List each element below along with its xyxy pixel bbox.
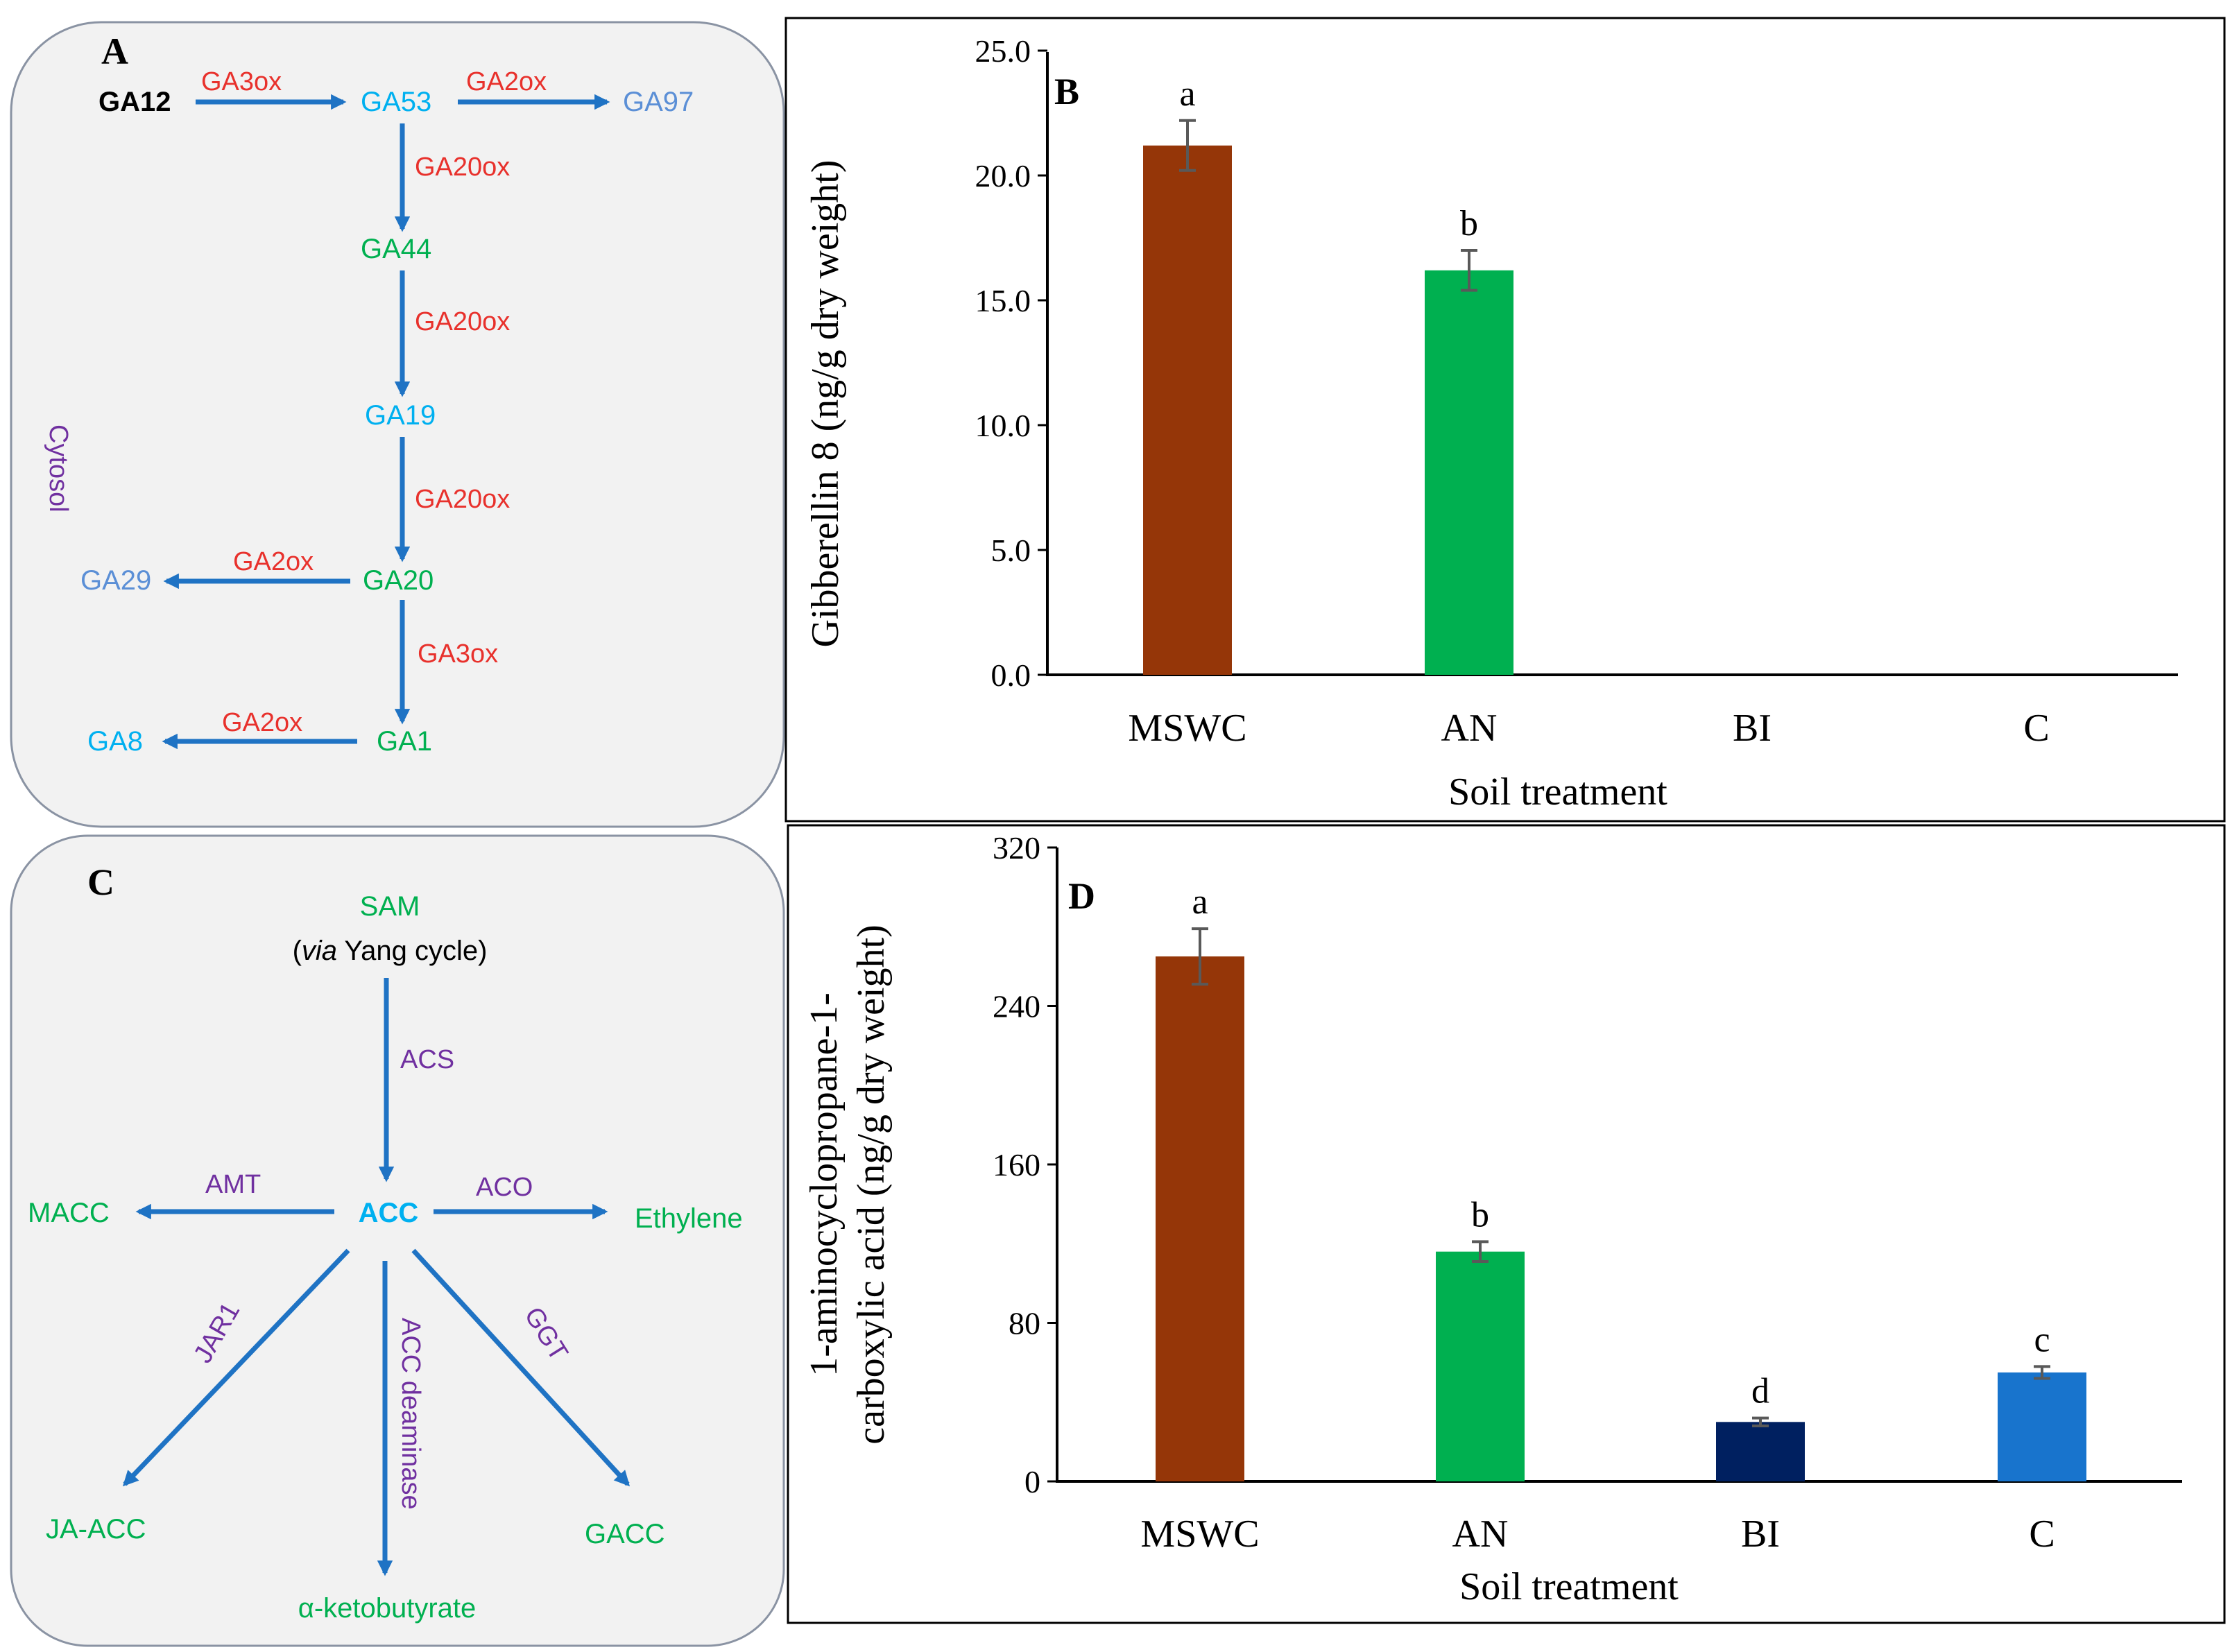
node-macc: MACC bbox=[28, 1198, 110, 1228]
node-ketobutyrate: α-ketobutyrate bbox=[298, 1593, 477, 1624]
bar-mswc bbox=[1143, 145, 1232, 676]
panel-d-letter: D bbox=[1068, 875, 1095, 917]
bar-an bbox=[1425, 270, 1513, 675]
enzyme-acs: ACS bbox=[400, 1045, 454, 1074]
y-tick-label: 0.0 bbox=[991, 657, 1031, 693]
significance-label-bi: d bbox=[1751, 1372, 1769, 1411]
node-sam: SAM bbox=[360, 891, 420, 922]
panel-b-ylabel: Gibberellin 8 (ng/g dry weight) bbox=[804, 160, 847, 648]
y-tick-label: 80 bbox=[1009, 1306, 1040, 1341]
y-tick-label: 160 bbox=[993, 1147, 1040, 1182]
bar-bi bbox=[1716, 1422, 1805, 1481]
enzyme-acc-deaminase: ACC deaminase bbox=[396, 1318, 425, 1510]
panel-a-letter: A bbox=[101, 31, 128, 72]
panel-c-letter: C bbox=[87, 861, 114, 903]
node-ethylene: Ethylene bbox=[635, 1203, 743, 1234]
enzyme-ga20ox-2: GA20ox bbox=[415, 307, 510, 336]
panel-d-frame bbox=[787, 824, 2226, 1624]
sam-note-italic: via bbox=[302, 936, 337, 966]
x-category-label-bi: BI bbox=[1741, 1513, 1780, 1556]
y-tick-label: 240 bbox=[993, 989, 1040, 1024]
panel-c: C SAM (via Yang cycle) ACC MACC Ethylene… bbox=[10, 834, 785, 1647]
y-tick-label: 10.0 bbox=[975, 408, 1031, 443]
significance-label-an: b bbox=[1471, 1195, 1489, 1234]
bar-mswc bbox=[1156, 956, 1244, 1481]
x-category-label-an: AN bbox=[1452, 1513, 1509, 1556]
enzyme-ga2ox-mid: GA2ox bbox=[233, 547, 314, 576]
x-category-label-mswc: MSWC bbox=[1128, 707, 1246, 750]
node-ga1: GA1 bbox=[377, 726, 432, 757]
panel-d-ylabel-line2: carboxylic acid (ng/g dry weight) bbox=[850, 924, 893, 1445]
x-category-label-c: C bbox=[2023, 707, 2049, 750]
node-acc: ACC bbox=[359, 1198, 419, 1228]
enzyme-ga2ox-top: GA2ox bbox=[466, 67, 547, 96]
bar-c bbox=[1998, 1372, 2086, 1481]
significance-label-c: c bbox=[2034, 1320, 2050, 1359]
enzyme-ga2ox-bottom: GA2ox bbox=[222, 708, 302, 737]
panel-a-background bbox=[10, 21, 785, 828]
enzyme-amt: AMT bbox=[205, 1170, 261, 1199]
significance-label-mswc: a bbox=[1192, 882, 1208, 922]
cytosol-label: Cytosol bbox=[44, 424, 73, 513]
node-ga8: GA8 bbox=[87, 726, 143, 757]
y-tick-label: 5.0 bbox=[991, 533, 1031, 568]
node-ga44: GA44 bbox=[361, 234, 431, 264]
significance-label-mswc: a bbox=[1179, 74, 1195, 114]
sam-note-rest: Yang cycle) bbox=[337, 936, 487, 966]
y-tick-label: 0 bbox=[1024, 1464, 1040, 1499]
arrow-acc-gacc bbox=[411, 1248, 631, 1487]
panel-d: D 1-aminocyclopropane-1- carboxylic acid… bbox=[787, 824, 2226, 1624]
y-tick-label: 20.0 bbox=[975, 158, 1031, 193]
sam-note-open: ( bbox=[293, 936, 302, 966]
sam-note: (via Yang cycle) bbox=[293, 936, 488, 966]
enzyme-aco: ACO bbox=[476, 1173, 533, 1202]
enzyme-ga3ox-bottom: GA3ox bbox=[418, 639, 498, 669]
panel-b: B Gibberellin 8 (ng/g dry weight) Soil t… bbox=[784, 17, 2226, 823]
panel-b-letter: B bbox=[1054, 71, 1079, 112]
node-ja-acc: JA-ACC bbox=[46, 1514, 146, 1545]
panel-a: A Cytosol GA12 GA53 GA97 GA44 GA19 GA20 … bbox=[10, 21, 785, 828]
bar-an bbox=[1436, 1251, 1525, 1481]
x-category-label-bi: BI bbox=[1733, 707, 1772, 750]
enzyme-ga20ox-1: GA20ox bbox=[415, 153, 510, 182]
x-category-label-an: AN bbox=[1441, 707, 1498, 750]
node-ga12: GA12 bbox=[98, 87, 171, 117]
x-category-label-c: C bbox=[2029, 1513, 2055, 1556]
panel-d-ylabel-line1: 1-aminocyclopropane-1- bbox=[803, 992, 846, 1377]
node-ga97: GA97 bbox=[623, 87, 694, 117]
panel-b-xlabel: Soil treatment bbox=[1448, 771, 1667, 814]
panel-b-marks: 0.0 5.0 10.0 15.0 20.0 25.0 a MSWC b AN BI C bbox=[975, 33, 2050, 750]
node-ga19: GA19 bbox=[365, 400, 436, 431]
x-category-label-mswc: MSWC bbox=[1140, 1513, 1259, 1556]
node-ga29: GA29 bbox=[80, 565, 151, 596]
enzyme-ga20ox-3: GA20ox bbox=[415, 485, 510, 514]
y-tick-label: 25.0 bbox=[975, 33, 1031, 69]
node-ga20: GA20 bbox=[363, 565, 434, 596]
node-gacc: GACC bbox=[585, 1519, 665, 1549]
arrow-acc-ja-acc bbox=[122, 1248, 350, 1487]
node-ga53: GA53 bbox=[361, 87, 431, 117]
enzyme-ga3ox-top: GA3ox bbox=[201, 67, 282, 96]
panel-d-xlabel: Soil treatment bbox=[1459, 1565, 1679, 1608]
y-tick-label: 320 bbox=[993, 830, 1040, 866]
significance-label-an: b bbox=[1460, 204, 1478, 243]
panel-d-marks: 0 80 160 240 320 a MSWC b AN d BI c C bbox=[993, 830, 2086, 1556]
y-tick-label: 15.0 bbox=[975, 283, 1031, 318]
